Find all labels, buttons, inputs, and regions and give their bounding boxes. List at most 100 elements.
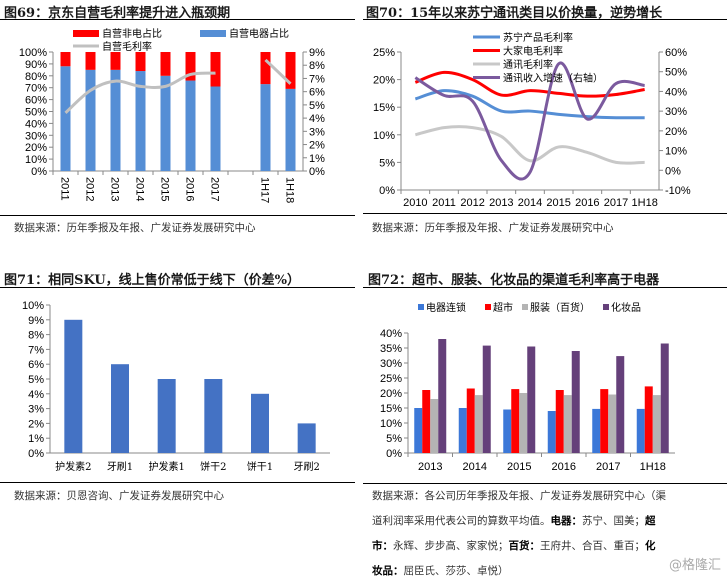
x-tick-label: 2017 (209, 177, 221, 201)
legend-label: 自营电器占比 (229, 27, 289, 40)
y-tick-label: 10% (380, 418, 402, 430)
source-text: 苏宁、国美； (582, 515, 645, 527)
y-tick-label: 90% (25, 59, 47, 71)
source-label: 化 (645, 540, 656, 552)
y2-tick-label: 8% (309, 60, 325, 72)
bar (111, 364, 129, 453)
bar-1 (511, 389, 520, 453)
bar-non-electric (85, 52, 96, 70)
legend-label: 苏宁产品毛利率 (503, 31, 573, 44)
y-tick-label: 0% (31, 166, 47, 178)
y-tick-label: 80% (25, 71, 47, 83)
bar-electric (160, 75, 171, 171)
bar (251, 393, 269, 453)
bar-2 (474, 395, 483, 453)
y2-tick-label: 10% (665, 146, 687, 158)
bar (64, 319, 83, 453)
y2-tick-label: 7% (309, 73, 325, 85)
legend-label: 服装（百货） (530, 301, 590, 314)
y-tick-label: 4% (28, 389, 44, 401)
bar-electric (85, 69, 96, 171)
y-tick-label: 10% (22, 300, 44, 312)
x-tick-label: 1H17 (259, 177, 271, 203)
bar-0 (592, 408, 601, 453)
bar-non-electric (135, 52, 146, 72)
source-label: 百货： (508, 540, 541, 552)
y2-tick-label: -10% (665, 185, 691, 197)
y-tick-label: 15% (380, 403, 402, 415)
y-tick-label: 0% (379, 185, 395, 197)
legend-label: 自营毛利率 (102, 40, 152, 53)
figure-71-source: 数据来源：贝恩咨询、广发证券发展研究中心 (14, 490, 224, 502)
y2-tick-label: 2% (309, 140, 325, 152)
bar-electric (60, 66, 71, 171)
bar-0 (458, 408, 467, 453)
y-tick-label: 5% (386, 433, 402, 445)
x-tick-label: 2011 (432, 197, 456, 209)
bar-non-electric (185, 52, 196, 81)
y2-tick-label: 5% (309, 100, 325, 112)
legend-swatch (418, 304, 424, 310)
source-label: 市： (372, 540, 393, 552)
y2-tick-label: 20% (665, 126, 687, 138)
y-tick-label: 8% (28, 330, 44, 342)
x-tick-label: 2015 (159, 177, 171, 201)
bar-0 (503, 409, 512, 453)
y-tick-label: 60% (25, 95, 47, 107)
source-label: 电器： (550, 515, 583, 527)
source-label: 妆品： (372, 565, 404, 577)
bar-1 (644, 386, 653, 453)
y-tick-label: 20% (25, 142, 47, 154)
legend-label: 通讯收入增速（右轴） (503, 72, 603, 85)
legend-swatch (200, 30, 226, 37)
y-tick-label: 70% (25, 83, 47, 95)
y-tick-label: 9% (28, 315, 44, 327)
source-text: 道利润率采用代表公司的算数平均值。 (372, 515, 551, 527)
legend-label: 大家电毛利率 (503, 45, 563, 58)
x-tick-label: 2013 (418, 461, 442, 473)
bar-non-electric (110, 52, 121, 70)
x-tick-label: 2012 (460, 197, 484, 209)
y-tick-label: 2% (28, 418, 44, 430)
bar-3 (438, 339, 447, 453)
line-gross-margin (64, 71, 216, 114)
bar-electric (135, 71, 146, 171)
x-tick-label: 饼干1 (247, 460, 273, 473)
y-tick-label: 30% (380, 358, 402, 370)
y-tick-label: 7% (28, 344, 44, 356)
y-tick-label: 20% (380, 388, 402, 400)
x-tick-label: 1H18 (640, 461, 666, 473)
x-tick-label: 2011 (59, 177, 71, 201)
line-series (414, 125, 645, 165)
bar-1 (555, 390, 564, 453)
bar-electric (210, 86, 221, 171)
y-tick-label: 10% (25, 154, 47, 166)
bar-0 (547, 411, 556, 453)
y2-tick-label: 50% (665, 67, 687, 79)
legend-label: 化妆品 (611, 301, 641, 314)
x-tick-label: 牙刷1 (107, 461, 133, 473)
x-tick-label: 2017 (604, 197, 628, 209)
source-text: 王府井、合百、重百； (540, 540, 645, 552)
x-tick-label: 护发素1 (148, 460, 184, 473)
y-tick-label: 0% (386, 448, 402, 460)
divider (0, 482, 355, 483)
x-tick-label: 2016 (184, 177, 196, 201)
legend-label: 通讯毛利率 (503, 58, 553, 71)
figure-69-source: 数据来源：历年季报及年报、广发证券发展研究中心 (14, 222, 256, 234)
x-tick-label: 2014 (463, 461, 487, 473)
y-tick-label: 15% (373, 102, 395, 114)
y2-tick-label: 1% (309, 153, 325, 165)
y-tick-label: 35% (380, 343, 402, 355)
bar-3 (482, 345, 491, 453)
legend-label: 自营非电占比 (102, 27, 162, 40)
y2-tick-label: 60% (665, 47, 687, 59)
bar-2 (652, 395, 661, 453)
y-tick-label: 100% (19, 47, 47, 59)
x-tick-label: 2016 (575, 197, 599, 209)
y2-tick-label: 0% (309, 166, 325, 178)
figure-71-title: 图71：相同SKU，线上售价常低于线下（价差%） (4, 273, 301, 288)
figure-70-title: 图70：15年以来苏宁通讯类目以价换量，逆势增长 (366, 6, 663, 21)
x-tick-label: 2016 (552, 461, 576, 473)
source-text: 数据来源：各公司历年季报及年报、广发证券发展研究中心（渠 (372, 490, 666, 502)
